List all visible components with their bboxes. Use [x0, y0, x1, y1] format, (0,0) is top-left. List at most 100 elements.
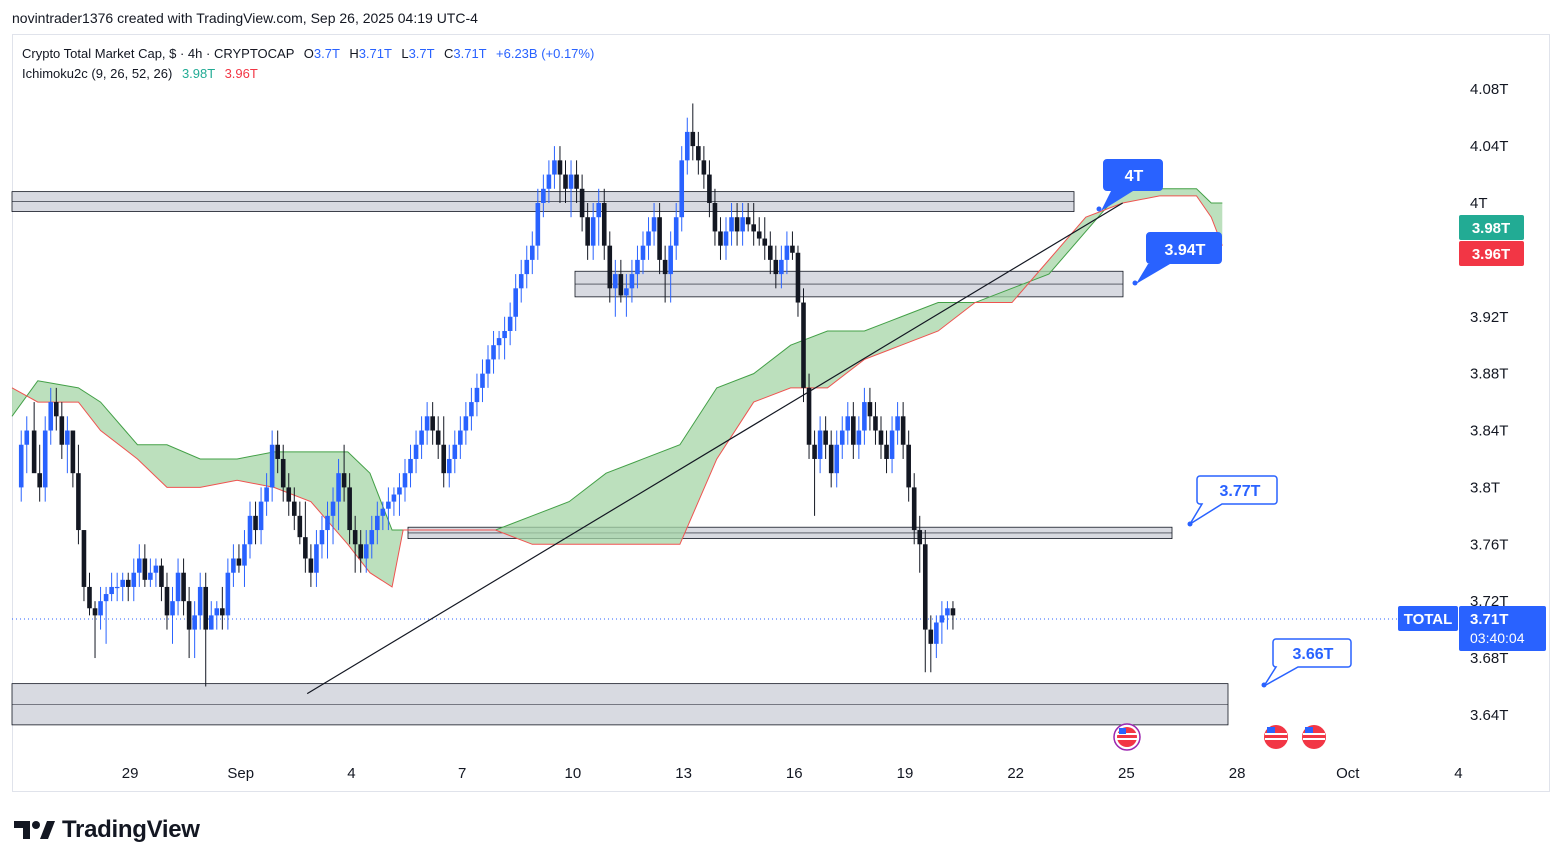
time-tick-label: 28 — [1229, 765, 1246, 782]
candle — [629, 259, 635, 303]
candle-body — [197, 586, 203, 616]
candle — [369, 515, 375, 559]
candle-body — [214, 608, 220, 616]
legend-open-value: 3.7T — [313, 46, 340, 61]
candle-body — [159, 565, 164, 587]
legend-low-value: 3.7T — [408, 46, 435, 61]
candle-body — [42, 430, 48, 488]
flag-stripe — [1265, 738, 1287, 740]
flag-stripe — [1303, 733, 1325, 735]
indicator-legend[interactable]: Ichimoku2c (9, 26, 52, 26) 3.98T 3.96T — [22, 66, 258, 81]
candle-body — [31, 430, 37, 474]
candle-body — [242, 544, 247, 566]
candle-body — [801, 302, 806, 388]
candle — [613, 259, 618, 317]
callout-366t[interactable]: 3.66T — [1261, 638, 1352, 688]
flag-canton — [1267, 727, 1275, 733]
zone-3_66T[interactable] — [11, 683, 1229, 726]
event-us-flag-icon[interactable] — [1113, 723, 1141, 751]
candle-body — [408, 458, 413, 474]
event-us-flag-icon[interactable] — [1264, 725, 1288, 749]
callout-394t[interactable]: 3.94T — [1132, 232, 1223, 286]
time-axis[interactable]: 29 Sep 4 7 10 13 16 19 22 25 28 Oct 4 — [122, 765, 1463, 782]
candle-body — [220, 608, 225, 616]
candle — [707, 160, 712, 218]
candle-body — [707, 174, 712, 203]
candle-body — [734, 217, 740, 232]
candle-body — [662, 259, 668, 275]
candle-body — [109, 586, 114, 595]
tradingview-wordmark: TradingView — [62, 816, 200, 843]
candle-body — [114, 586, 120, 589]
candle — [435, 416, 441, 459]
candle-body — [684, 131, 690, 161]
tradingview-logo[interactable]: TradingView — [14, 816, 200, 844]
indicator-tag-2: 3.96T — [1459, 241, 1524, 266]
candle — [397, 473, 402, 516]
candle — [286, 473, 292, 516]
candle — [325, 501, 330, 559]
bar-countdown: 03:40:04 — [1470, 630, 1525, 646]
candle — [220, 586, 225, 630]
candle — [690, 103, 696, 161]
candle — [208, 601, 214, 630]
candle — [391, 487, 397, 516]
candle — [37, 444, 42, 502]
time-tick-label: 13 — [675, 765, 692, 782]
candle — [851, 402, 856, 459]
symbol-tag-bg — [1398, 606, 1458, 631]
candle-body — [646, 231, 651, 246]
candle — [773, 245, 779, 289]
candle-body — [851, 416, 856, 445]
candle — [646, 217, 651, 260]
candle — [469, 387, 474, 431]
candle — [98, 586, 103, 630]
candle — [231, 544, 236, 587]
candle-body — [579, 188, 585, 218]
indicator-name: Ichimoku2c (9, 26, 52, 26) — [22, 66, 173, 81]
zone-3_94T[interactable] — [574, 270, 1124, 298]
price-scale[interactable]: 4.08T 4.04T 4T 3.92T 3.88T 3.84T 3.8T 3.76T 3.72… — [1470, 81, 1508, 724]
candle — [131, 558, 137, 602]
candle-body — [496, 338, 502, 346]
candle — [175, 558, 181, 616]
candle-body — [37, 473, 42, 488]
candle — [236, 544, 242, 573]
candle-body — [181, 572, 186, 602]
callout-4t[interactable]: 4T — [1096, 159, 1164, 212]
candle-body — [817, 430, 823, 459]
candle-body — [839, 430, 845, 445]
candle — [529, 231, 535, 275]
candle-body — [59, 416, 65, 445]
candle-body — [668, 245, 673, 275]
candle-body — [906, 444, 911, 488]
candle — [347, 473, 352, 545]
candle — [269, 430, 275, 502]
candle-body — [137, 558, 142, 573]
candle-body — [303, 537, 308, 559]
candle-body — [557, 160, 563, 175]
event-us-flag-icon[interactable] — [1302, 725, 1326, 749]
legend-change: +6.23B (+0.17%) — [496, 46, 595, 61]
ascending-trendline[interactable] — [306, 202, 1123, 695]
candle — [197, 572, 203, 630]
symbol-legend[interactable]: Crypto Total Market Cap, $ · 4h · CRYPTO… — [22, 46, 594, 61]
candle — [790, 231, 795, 260]
callout-377t[interactable]: 3.77T — [1187, 475, 1278, 527]
candle — [81, 530, 87, 602]
candle — [651, 203, 657, 246]
candle — [751, 203, 756, 246]
candle — [541, 174, 546, 218]
candle-body — [325, 515, 330, 531]
candle — [109, 572, 114, 602]
candle — [424, 402, 430, 445]
candle — [911, 473, 917, 545]
candle-body — [601, 203, 607, 246]
indicator-value-1: 3.98T — [181, 66, 215, 81]
candle-body — [657, 217, 662, 260]
candle-body — [463, 416, 469, 431]
price-tick-label: 3.88T — [1470, 366, 1508, 383]
candle-body — [275, 444, 280, 459]
candle-body — [402, 473, 408, 488]
